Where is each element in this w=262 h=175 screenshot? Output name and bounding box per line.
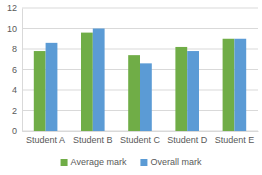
bar	[223, 39, 235, 131]
bar	[175, 47, 187, 131]
x-tick: Student C	[120, 131, 161, 145]
x-tick-label: Student C	[120, 135, 161, 145]
bar	[187, 51, 199, 131]
plot: 024681012Student AStudent BStudent CStud…	[7, 3, 259, 145]
y-tick-label: 2	[12, 106, 17, 116]
legend-swatch	[140, 159, 147, 166]
legend: Average mark Overall mark	[61, 157, 202, 167]
x-tick-label: Student B	[73, 135, 113, 145]
y-tick-label: 12	[7, 3, 17, 13]
legend-item: Overall mark	[140, 157, 202, 167]
y-tick: 8	[12, 44, 22, 54]
y-tick: 10	[7, 24, 22, 34]
x-tick: Student E	[215, 131, 255, 145]
grid	[22, 8, 258, 131]
grid-line	[22, 28, 258, 29]
x-axis: Student A Student B Student C Student D Stud…	[23, 131, 259, 145]
legend-swatch	[61, 159, 68, 166]
bar	[81, 33, 93, 131]
x-tick: Student D	[167, 131, 208, 145]
y-axis: 0 2 4 6 8 10 12	[7, 3, 23, 136]
y-tick-label: 4	[12, 85, 17, 95]
legend-label: Average mark	[71, 157, 127, 167]
y-tick: 6	[12, 65, 22, 75]
chart: 024681012Student AStudent BStudent CStud…	[0, 0, 262, 175]
y-tick-label: 0	[12, 126, 17, 136]
bar	[34, 51, 46, 131]
y-tick-label: 8	[12, 44, 17, 54]
x-tick: Student A	[26, 131, 65, 145]
y-tick: 4	[12, 85, 22, 95]
y-tick: 0	[12, 126, 22, 136]
y-axis-line	[22, 9, 23, 132]
x-tick: Student B	[73, 131, 113, 145]
bar	[46, 43, 58, 131]
bar	[93, 29, 105, 132]
x-tick-label: Student D	[167, 135, 208, 145]
bars	[34, 29, 246, 132]
y-tick-label: 10	[7, 24, 17, 34]
y-tick: 2	[12, 106, 22, 116]
bar	[234, 39, 246, 131]
x-tick-label: Student A	[26, 135, 65, 145]
grid-line	[22, 8, 258, 9]
x-tick-label: Student E	[215, 135, 255, 145]
legend-label: Overall mark	[150, 157, 202, 167]
bar	[128, 55, 140, 131]
y-tick-label: 6	[12, 65, 17, 75]
bar	[140, 63, 152, 131]
y-tick: 12	[7, 3, 22, 13]
legend-item: Average mark	[61, 157, 127, 167]
x-axis-line	[23, 131, 259, 132]
